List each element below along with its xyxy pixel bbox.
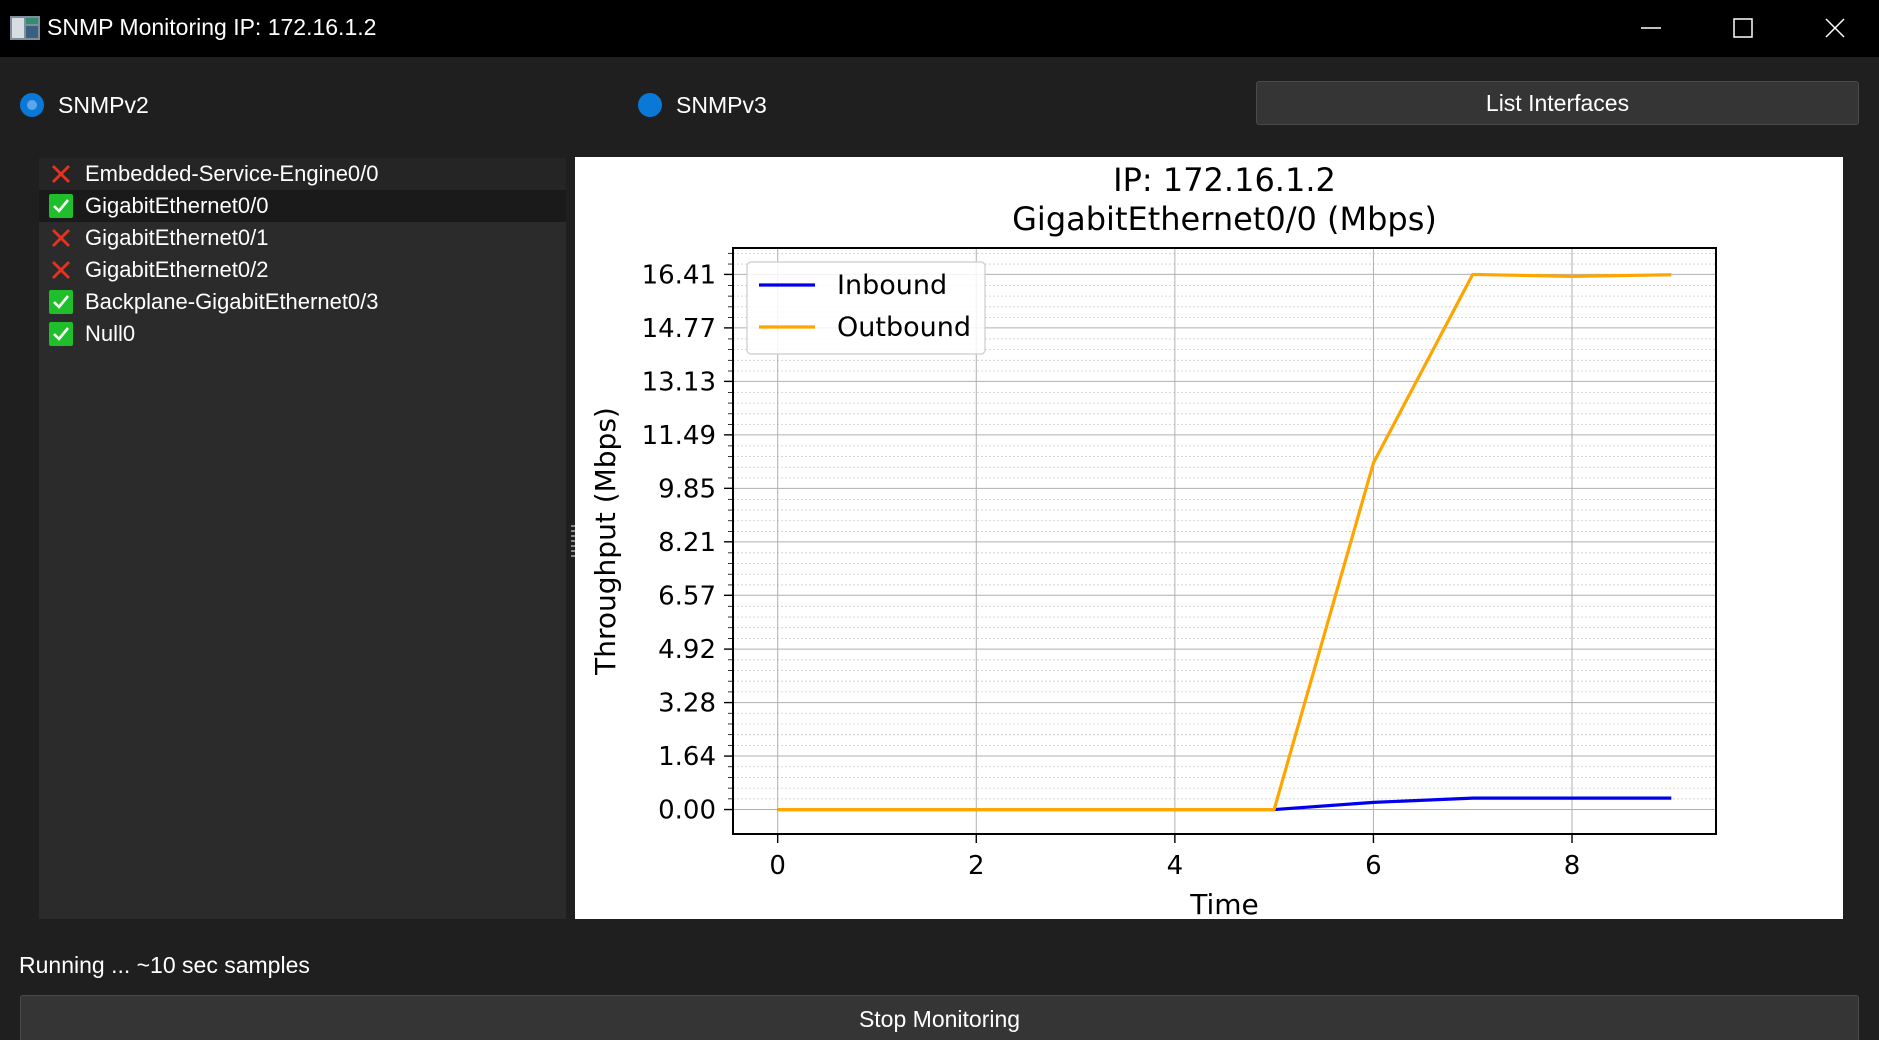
- snmpv3-label: SNMPv3: [676, 91, 767, 118]
- interface-item[interactable]: GigabitEthernet0/2: [39, 254, 566, 286]
- chart-subtitle: GigabitEthernet0/0 (Mbps): [1012, 200, 1437, 238]
- chart-title: IP: 172.16.1.2: [1113, 161, 1336, 199]
- radio-checked-icon: [20, 93, 44, 117]
- x-tick-label: 0: [769, 851, 786, 881]
- interface-item[interactable]: GigabitEthernet0/1: [39, 222, 566, 254]
- snmpv3-radio[interactable]: SNMPv3: [638, 89, 767, 121]
- y-tick-label: 16.41: [642, 260, 716, 290]
- x-tick-label: 6: [1365, 851, 1382, 881]
- title-bar: SNMP Monitoring IP: 172.16.1.2: [0, 0, 1879, 57]
- check-icon: [49, 290, 73, 314]
- x-tick-label: 4: [1167, 851, 1184, 881]
- radio-unchecked-icon: [638, 93, 662, 117]
- y-tick-label: 14.77: [642, 314, 716, 344]
- interface-item[interactable]: Null0: [39, 318, 566, 350]
- interface-item[interactable]: Embedded-Service-Engine0/0: [39, 158, 566, 190]
- interface-name: Embedded-Service-Engine0/0: [85, 161, 379, 186]
- interface-list[interactable]: Embedded-Service-Engine0/0 GigabitEtherne…: [39, 158, 566, 919]
- throughput-chart: 0.00 1.64 3.28 4.92 6.57 8.21 9.85 11.49 13.13 14…: [575, 157, 1843, 919]
- y-tick-label: 9.85: [658, 474, 716, 504]
- snmpv2-label: SNMPv2: [58, 91, 149, 118]
- interface-name: GigabitEthernet0/2: [85, 257, 269, 282]
- cross-icon: [49, 162, 73, 186]
- cross-icon: [49, 258, 73, 282]
- interface-item[interactable]: GigabitEthernet0/0: [39, 190, 566, 222]
- y-tick-label: 1.64: [658, 742, 716, 772]
- plot-frame: [732, 247, 1717, 835]
- status-text: Running ... ~10 sec samples: [19, 952, 310, 978]
- close-icon: [1825, 18, 1845, 38]
- app-icon: [10, 16, 40, 40]
- y-tick-label: 3.28: [658, 689, 716, 719]
- interface-name: Backplane-GigabitEthernet0/3: [85, 289, 379, 314]
- x-tick-label: 2: [968, 851, 985, 881]
- legend-label: Outbound: [837, 312, 971, 343]
- snmpv2-radio[interactable]: SNMPv2: [20, 89, 149, 121]
- interface-name: GigabitEthernet0/0: [85, 193, 269, 218]
- y-tick-label: 11.49: [642, 421, 716, 451]
- list-interfaces-button[interactable]: List Interfaces: [1256, 81, 1859, 125]
- close-button[interactable]: [1789, 0, 1879, 57]
- check-icon: [49, 322, 73, 346]
- y-tick-label: 0.00: [658, 796, 716, 826]
- y-tick-label: 4.92: [658, 635, 716, 665]
- interface-name: Null0: [85, 321, 136, 346]
- series-line-outbound: [777, 272, 1672, 812]
- interface-name: GigabitEthernet0/1: [85, 225, 269, 250]
- maximize-button[interactable]: [1697, 0, 1789, 57]
- splitter-handle[interactable]: [571, 525, 577, 559]
- series-line-inbound: [777, 796, 1672, 812]
- cross-icon: [49, 226, 73, 250]
- stop-monitoring-button[interactable]: Stop Monitoring: [20, 995, 1859, 1040]
- y-tick-label: 8.21: [658, 528, 716, 558]
- x-axis-label: Time: [1189, 888, 1259, 919]
- maximize-icon: [1733, 18, 1753, 38]
- y-tick-label: 13.13: [642, 367, 716, 397]
- check-icon: [49, 194, 73, 218]
- minimize-icon: [1641, 27, 1661, 29]
- window-title: SNMP Monitoring IP: 172.16.1.2: [47, 14, 377, 40]
- x-tick-label: 8: [1564, 851, 1581, 881]
- minimize-button[interactable]: [1605, 0, 1697, 57]
- chart-svg: 0.00 1.64 3.28 4.92 6.57 8.21 9.85 11.49 13.13 14…: [589, 161, 1717, 919]
- legend-label: Inbound: [837, 270, 947, 301]
- y-axis-label: Throughput (Mbps): [589, 407, 622, 676]
- interface-item[interactable]: Backplane-GigabitEthernet0/3: [39, 286, 566, 318]
- y-tick-label: 6.57: [658, 581, 716, 611]
